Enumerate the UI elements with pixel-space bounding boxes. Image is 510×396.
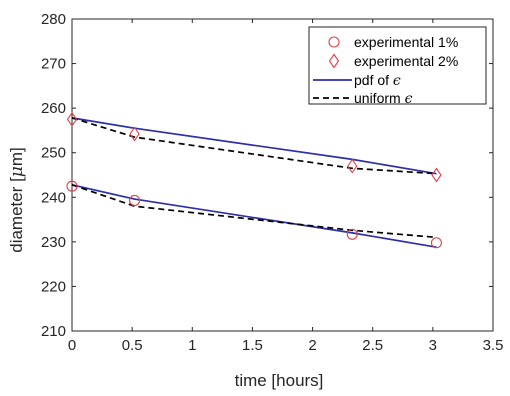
- y-tick-label: 260: [41, 100, 66, 117]
- y-tick-label: 280: [41, 11, 66, 28]
- legend: experimental 1% experimental 2% pdf of ϵ…: [308, 26, 487, 107]
- y-axis-label: diameter [μm]: [7, 147, 27, 253]
- y-tick-label: 240: [41, 189, 66, 206]
- exp1-point: [430, 237, 443, 249]
- exp1-point: [346, 228, 358, 240]
- x-tick-label: 1.5: [242, 337, 263, 354]
- exp2-point: [129, 126, 140, 142]
- x-tick-label: 0: [68, 337, 76, 354]
- exp2-point: [431, 167, 442, 183]
- x-axis-label: time [hours]: [235, 371, 324, 390]
- y-tick-label: 210: [41, 323, 66, 340]
- legend-label-exp1: experimental 1%: [354, 34, 458, 50]
- pdf-line-0: [71, 183, 437, 249]
- y-axis-ticks: 210 220 230 240 250 260 270 280: [41, 11, 493, 340]
- x-tick-label: 2: [308, 337, 316, 354]
- x-tick-label: 3: [429, 337, 437, 354]
- y-tick-label: 250: [41, 145, 66, 162]
- legend-box: [308, 26, 487, 105]
- series-layer: [66, 111, 443, 249]
- plot-area: [71, 18, 494, 332]
- legend-label-uniform: uniform ϵ: [354, 90, 413, 107]
- x-tick-label: 2.5: [362, 337, 383, 354]
- exp2-point: [66, 111, 78, 127]
- y-tick-label: 230: [41, 234, 66, 251]
- legend-label-pdf: pdf of ϵ: [354, 72, 401, 89]
- legend-symbols: [313, 36, 352, 99]
- pdf-line-1: [71, 117, 437, 175]
- uniform-line-2: [71, 183, 437, 239]
- legend-label-uniform-prefix: uniform: [354, 90, 405, 106]
- legend-label-pdf-symbol: ϵ: [393, 73, 401, 89]
- y-axis-label-suffix: m]: [7, 147, 26, 166]
- legend-label-uniform-symbol: ϵ: [405, 91, 413, 107]
- axes-box: [71, 18, 494, 332]
- x-axis-ticks: 0 0.5 1 1.5 2 2.5 3 3.5: [68, 19, 504, 354]
- legend-marker-circle: [328, 36, 340, 48]
- y-tick-label: 220: [41, 278, 66, 295]
- y-tick-label: 270: [41, 56, 66, 73]
- exp2-point: [347, 158, 358, 174]
- exp1-point: [128, 194, 141, 206]
- legend-label-exp2: experimental 2%: [354, 53, 458, 69]
- x-tick-label: 0.5: [122, 337, 143, 354]
- y-axis-label-symbol: μ: [7, 166, 27, 177]
- legend-label-pdf-prefix: pdf of: [354, 72, 393, 88]
- x-tick-label: 3.5: [483, 337, 504, 354]
- uniform-line-3: [71, 117, 437, 175]
- y-axis-label-prefix: diameter [: [7, 177, 26, 253]
- exp1-point: [66, 180, 78, 192]
- x-tick-label: 1: [188, 337, 196, 354]
- legend-marker-diamond: [328, 53, 340, 69]
